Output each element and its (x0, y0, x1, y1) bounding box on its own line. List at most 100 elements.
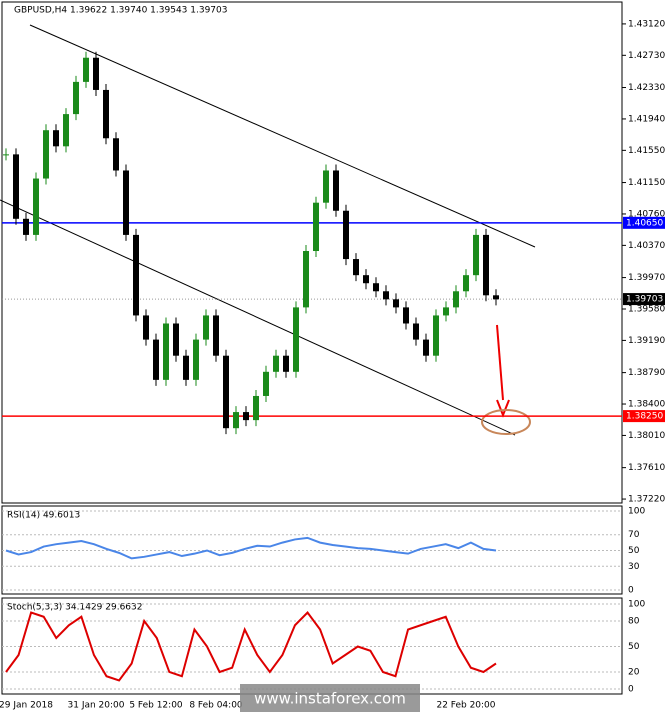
x-tick-label: 5 Feb 12:00 (129, 701, 183, 711)
candle (203, 315, 209, 340)
candle (103, 89, 109, 139)
current-box (623, 293, 665, 306)
y-tick-label: 1.41550 (628, 146, 665, 156)
candle (73, 81, 79, 115)
main-panel (1, 1, 623, 504)
candle (173, 323, 179, 356)
candle (123, 170, 129, 235)
candle (463, 275, 469, 292)
y-tick-label: 1.42730 (628, 51, 665, 61)
candle (33, 178, 39, 235)
y-tick-label: 1.38400 (628, 400, 665, 410)
candle (83, 57, 89, 82)
candle (343, 210, 349, 260)
candle (363, 275, 369, 284)
y-tick-label: 1.43120 (628, 19, 665, 29)
y-tick-label: 1.37610 (628, 463, 665, 473)
candle (313, 202, 319, 252)
y-tick-label: 1.39580 (628, 304, 665, 314)
level-box (623, 410, 665, 423)
stoch-label: Stoch(5,3,3) 34.1429 29.6632 (7, 603, 142, 613)
level-label: 1.38250 (626, 412, 663, 422)
candle (263, 371, 269, 396)
candle (323, 170, 329, 203)
candle (223, 355, 229, 429)
candle (303, 251, 309, 308)
level-box (623, 216, 665, 229)
y-tick-label: 1.39970 (628, 273, 665, 283)
y-tick-label: 1.40370 (628, 241, 665, 251)
indicator-tick-label: 50 (628, 546, 640, 556)
indicator-tick-label: 100 (628, 507, 645, 517)
candle (93, 57, 99, 90)
indicator-tick-label: 0 (628, 586, 634, 596)
x-tick-label: 29 Jan 2018 (0, 701, 53, 711)
candle (353, 259, 359, 276)
candle (253, 395, 259, 421)
channel-line (0, 199, 516, 436)
candle (3, 154, 9, 156)
indicator-tick-label: 20 (628, 668, 640, 678)
y-tick-label: 1.39190 (628, 336, 665, 346)
candle (243, 412, 249, 421)
candle (473, 234, 479, 276)
candle (13, 154, 19, 219)
y-tick-label: 1.37220 (628, 495, 665, 505)
target-ellipse (481, 409, 531, 435)
x-tick-label: 22 Feb 20:00 (436, 701, 495, 711)
candle (453, 291, 459, 308)
chart-title: GBPUSD,H4 1.39622 1.39740 1.39543 1.3970… (14, 6, 227, 16)
y-tick-label: 1.38010 (628, 431, 665, 441)
candle (43, 130, 49, 179)
candle (373, 283, 379, 292)
candle (403, 307, 409, 324)
stoch-line (5, 610, 497, 682)
candle (113, 138, 119, 171)
candle (273, 355, 279, 372)
rsi-label: RSI(14) 49.6013 (7, 511, 80, 521)
candle (483, 234, 489, 296)
arrow (496, 324, 504, 401)
candle (383, 291, 389, 300)
indicator-tick-label: 80 (628, 617, 640, 627)
candle (193, 339, 199, 380)
indicator-tick-label: 70 (628, 530, 640, 540)
candle (23, 218, 29, 235)
candle (333, 170, 339, 211)
indicator-tick-label: 100 (628, 600, 645, 610)
level-label: 1.40650 (626, 218, 663, 228)
indicator-tick-label: 30 (628, 562, 640, 572)
candle (443, 307, 449, 316)
x-tick-label: 31 Jan 20:00 (68, 701, 125, 711)
candle (63, 114, 69, 147)
candle (283, 355, 289, 372)
y-tick-label: 1.38790 (628, 368, 665, 378)
watermark: www.instaforex.com (254, 690, 406, 708)
y-tick-label: 1.41150 (628, 178, 665, 188)
candle (293, 307, 299, 372)
x-tick-label: 8 Feb 04:00 (189, 701, 243, 711)
watermark-box (240, 684, 420, 712)
rsi-line (5, 536, 497, 560)
candle (183, 355, 189, 380)
candle (133, 234, 139, 316)
indicator-tick-label: 0 (628, 685, 634, 695)
candle (163, 323, 169, 380)
candle (233, 412, 239, 429)
candle (153, 339, 159, 380)
candle (393, 299, 399, 308)
candle (423, 339, 429, 356)
channel-line (29, 24, 536, 248)
arrow-head (496, 399, 510, 418)
indicator-tick-label: 50 (628, 642, 640, 652)
candle (493, 295, 499, 300)
candle (413, 323, 419, 340)
y-tick-label: 1.42330 (628, 83, 665, 93)
candle (213, 315, 219, 356)
y-tick-label: 1.41940 (628, 114, 665, 124)
candle (53, 130, 59, 147)
current-label: 1.39703 (626, 295, 663, 305)
